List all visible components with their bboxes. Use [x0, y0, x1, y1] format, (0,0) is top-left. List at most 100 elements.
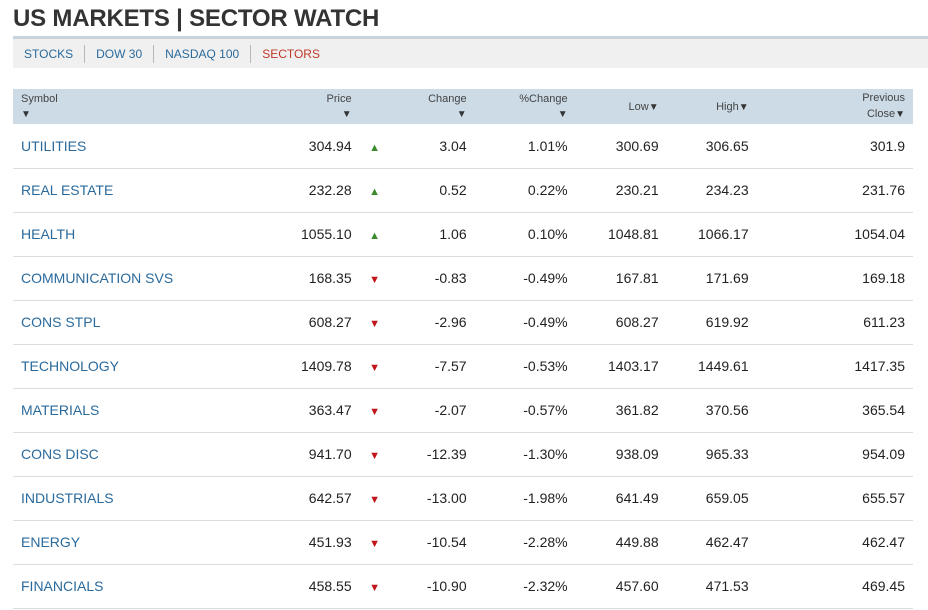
pct-change-cell: -1.30% [474, 432, 576, 477]
price-cell: 363.47 [293, 388, 360, 433]
page-title: US MARKETS | SECTOR WATCH [13, 5, 380, 32]
symbol-link[interactable]: TECHNOLOGY [13, 344, 293, 389]
direction-cell: ▼ [359, 564, 390, 609]
table-row[interactable]: COMMUNICATION SVS 168.35 ▼ -0.83 -0.49% 167.8… [13, 256, 913, 301]
direction-cell: ▼ [359, 344, 390, 389]
column-label-previous: Previous [862, 92, 905, 104]
previous-close-cell: 231.76 [756, 168, 913, 213]
sort-down-icon[interactable]: ▼ [738, 101, 749, 113]
change-cell: -0.83 [389, 256, 475, 301]
change-cell: -12.39 [389, 432, 475, 477]
symbol-link[interactable]: INDUSTRIALS [13, 476, 293, 521]
column-label-close: Close [866, 108, 896, 120]
table-row[interactable]: CONS DISC 941.70 ▼ -12.39 -1.30% 938.09 965.33… [13, 432, 913, 477]
column-label-pct-change: %Change [519, 92, 568, 105]
symbol-link[interactable]: COMMUNICATION SVS [13, 256, 293, 301]
column-header-high[interactable]: High▼ [666, 89, 757, 124]
table-header-row: Symbol ▼ Price ▼ Change ▼ %Change ▼ Low▼… [13, 89, 913, 124]
arrow-up-icon: ▲ [369, 141, 381, 154]
high-cell: 659.05 [666, 476, 757, 521]
direction-cell: ▲ [359, 212, 390, 257]
high-cell: 619.92 [666, 300, 757, 345]
tab-stocks[interactable]: STOCKS [13, 44, 86, 63]
direction-cell: ▼ [359, 432, 390, 477]
price-cell: 941.70 [293, 432, 360, 477]
column-header-low[interactable]: Low▼ [575, 89, 667, 124]
arrow-up-icon: ▲ [369, 230, 381, 242]
symbol-link[interactable]: ENERGY [13, 520, 293, 565]
symbol-link[interactable]: FINANCIALS [13, 564, 293, 609]
pct-change-cell: 1.01% [474, 124, 576, 169]
table-row[interactable]: FINANCIALS 458.55 ▼ -10.90 -2.32% 457.60 471.5… [13, 564, 913, 609]
column-header-change[interactable]: Change ▼ [389, 89, 475, 124]
price-cell: 458.55 [293, 564, 360, 609]
tab-bar: STOCKS DOW 30 NASDAQ 100 SECTORS [13, 36, 928, 68]
price-cell: 1409.78 [293, 344, 360, 389]
table-row[interactable]: CONS STPL 608.27 ▼ -2.96 -0.49% 608.27 619.92 6… [13, 300, 913, 345]
change-cell: 3.04 [389, 124, 475, 169]
pct-change-cell: -2.28% [474, 520, 576, 565]
sort-down-icon[interactable]: ▼ [895, 109, 905, 120]
table-row[interactable]: MATERIALS 363.47 ▼ -2.07 -0.57% 361.82 370.56 3… [13, 388, 913, 433]
pct-change-cell: -0.49% [474, 256, 576, 301]
column-header-symbol[interactable]: Symbol ▼ [13, 89, 293, 124]
pct-change-cell: -0.53% [474, 344, 576, 389]
price-cell: 1055.10 [293, 212, 360, 257]
direction-cell: ▼ [359, 300, 390, 345]
symbol-link[interactable]: CONS DISC [13, 432, 293, 477]
arrow-down-icon: ▼ [369, 494, 381, 506]
symbol-link[interactable]: UTILITIES [13, 124, 293, 169]
previous-close-cell: 954.09 [756, 432, 913, 477]
previous-close-cell: 469.45 [756, 564, 913, 609]
pct-change-cell: 0.22% [474, 168, 576, 213]
sort-down-icon[interactable]: ▼ [648, 101, 659, 113]
sort-down-icon[interactable]: ▼ [456, 108, 467, 120]
symbol-link[interactable]: HEALTH [13, 212, 293, 257]
table-row[interactable]: UTILITIES 304.94 ▲ 3.04 1.01% 300.69 306.65 301… [13, 124, 913, 169]
price-cell: 168.35 [293, 256, 360, 301]
previous-close-cell: 169.18 [756, 256, 913, 301]
arrow-down-icon: ▼ [369, 582, 381, 594]
tab-nasdaq-100[interactable]: NASDAQ 100 [154, 44, 252, 63]
column-header-previous-close[interactable]: Previous Close▼ [756, 89, 913, 124]
change-cell: -10.54 [389, 520, 475, 565]
column-label-price: Price [326, 92, 352, 105]
previous-close-cell: 655.57 [756, 476, 913, 521]
table-row[interactable]: INDUSTRIALS 642.57 ▼ -13.00 -1.98% 641.49 659.… [13, 476, 913, 521]
sort-down-icon[interactable]: ▼ [341, 108, 352, 120]
previous-close-cell: 1054.04 [756, 212, 913, 257]
column-header-direction [359, 89, 390, 124]
sort-down-icon[interactable]: ▼ [21, 108, 31, 120]
high-cell: 965.33 [666, 432, 757, 477]
high-cell: 306.65 [666, 124, 757, 169]
table-row[interactable]: TECHNOLOGY 1409.78 ▼ -7.57 -0.53% 1403.17 1449… [13, 344, 913, 389]
price-cell: 232.28 [293, 168, 360, 213]
table-row[interactable]: HEALTH 1055.10 ▲ 1.06 0.10% 1048.81 1066.17 105… [13, 212, 913, 257]
column-header-pct-change[interactable]: %Change ▼ [474, 89, 576, 124]
high-cell: 462.47 [666, 520, 757, 565]
arrow-down-icon: ▼ [369, 318, 381, 330]
pct-change-cell: -0.57% [474, 388, 576, 433]
change-cell: 0.52 [389, 168, 475, 213]
price-cell: 304.94 [293, 124, 360, 169]
table-row[interactable]: ENERGY 451.93 ▼ -10.54 -2.28% 449.88 462.47 462… [13, 520, 913, 565]
column-label-high: High [716, 100, 739, 113]
low-cell: 457.60 [575, 564, 667, 609]
low-cell: 1403.17 [575, 344, 667, 389]
symbol-link[interactable]: MATERIALS [13, 388, 293, 433]
tab-dow-30[interactable]: DOW 30 [85, 44, 155, 63]
low-cell: 641.49 [575, 476, 667, 521]
high-cell: 370.56 [666, 388, 757, 433]
arrow-down-icon: ▼ [369, 362, 381, 374]
column-header-price[interactable]: Price ▼ [293, 89, 360, 124]
arrow-down-icon: ▼ [369, 538, 381, 550]
tab-sectors[interactable]: SECTORS [262, 46, 320, 61]
sort-down-icon[interactable]: ▼ [557, 108, 568, 120]
change-cell: 1.06 [389, 212, 475, 257]
price-cell: 451.93 [293, 520, 360, 565]
pct-change-cell: -2.32% [474, 564, 576, 609]
symbol-link[interactable]: CONS STPL [13, 300, 293, 345]
symbol-link[interactable]: REAL ESTATE [13, 168, 293, 213]
column-label-low: Low [628, 100, 649, 113]
table-row[interactable]: REAL ESTATE 232.28 ▲ 0.52 0.22% 230.21 234.23 2… [13, 168, 913, 213]
